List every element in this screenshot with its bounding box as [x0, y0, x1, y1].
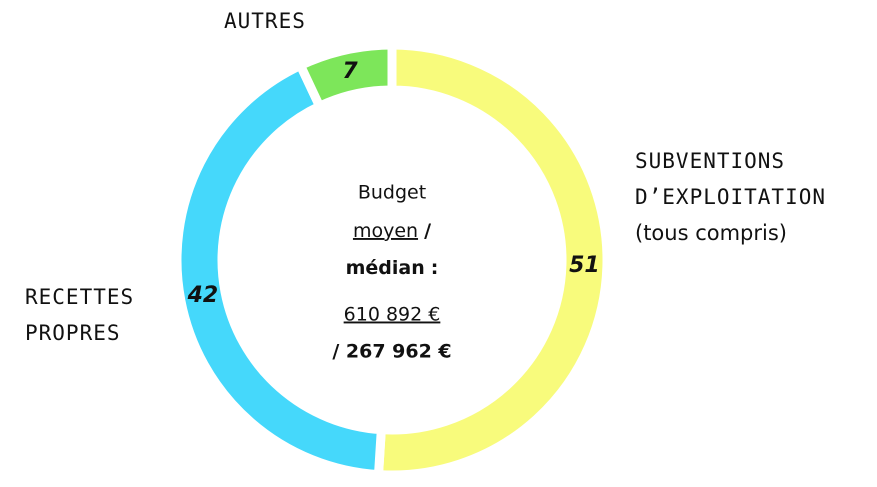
center-line2: moyen /	[353, 220, 431, 242]
category-label: SUBVENTIONS D’EXPLOITATION	[635, 149, 826, 209]
slice	[294, 40, 397, 113]
center-budget: Budget	[358, 182, 426, 204]
category-label: AUTRES	[224, 9, 306, 33]
center-mean-value: 610 892 €	[344, 304, 441, 326]
value-label: 7	[342, 59, 358, 84]
category-label-line: PROPRES	[25, 321, 121, 345]
category-label: RECETTES PROPRES	[25, 285, 134, 345]
slice	[172, 59, 387, 480]
category-note: (tous compris)	[635, 221, 787, 245]
center-colon: :	[431, 257, 439, 279]
category-label-line: SUBVENTIONS	[635, 149, 785, 173]
slices	[172, 40, 612, 480]
center-median-value: / 267 962 €	[332, 341, 451, 363]
center-slash: /	[424, 220, 431, 242]
category-label-line: RECETTES	[25, 285, 134, 309]
slice	[373, 40, 612, 480]
category-label-line: AUTRES	[224, 9, 306, 33]
category-label-line: D’EXPLOITATION	[635, 185, 826, 209]
value-label: 51	[569, 253, 600, 278]
center-median: médian	[346, 257, 425, 279]
center-line3: médian :	[346, 257, 439, 279]
value-label: 42	[187, 283, 219, 308]
center-moyen: moyen	[353, 220, 418, 242]
